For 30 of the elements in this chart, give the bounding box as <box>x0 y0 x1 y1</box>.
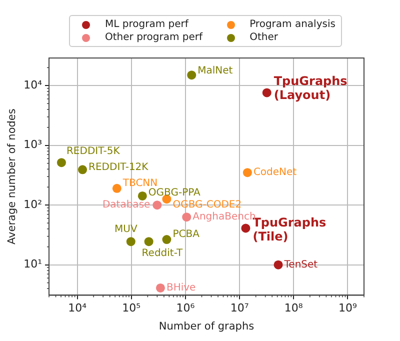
legend-label: Other program perf <box>105 32 203 43</box>
legend-label: Other <box>250 32 278 43</box>
x-axis-title: Number of graphs <box>158 320 254 332</box>
y-tick-label: 10³ <box>24 138 42 152</box>
legend-label: ML program perf <box>105 19 188 30</box>
annotation: OGBG-PPA <box>148 188 200 199</box>
annotation: Database <box>102 200 150 211</box>
x-tick-label: 10⁷ <box>230 302 249 315</box>
annotation: REDDIT-5K <box>66 146 120 158</box>
y-tick-label: 10² <box>24 198 42 211</box>
annotation: MUV <box>114 224 138 236</box>
annotation: Reddit-T <box>142 248 184 260</box>
y-tick-label: 10⁴ <box>24 78 43 92</box>
x-tick-label: 10⁹ <box>338 302 357 315</box>
x-tick-label: 10⁸ <box>284 302 304 315</box>
annotation: TenSet <box>283 259 318 270</box>
annotation: REDDIT-12K <box>88 162 149 174</box>
x-tick-label: 10⁵ <box>122 302 141 315</box>
x-tick-label: 10⁴ <box>68 302 88 315</box>
y-tick-label: 10¹ <box>24 258 42 271</box>
annotation: MalNet <box>198 66 233 77</box>
annotation: OGBG-CODE2 <box>172 200 242 211</box>
annotation: CodeNet <box>253 167 297 178</box>
y-axis-title: Average number of nodes <box>6 108 18 245</box>
annotation: TpuGraphs (Layout) <box>274 74 348 102</box>
legend-label: Program analysis <box>250 19 336 30</box>
annotation: TBCNN <box>122 178 158 190</box>
x-tick-label: 10⁶ <box>176 302 196 315</box>
annotation: PCBA <box>172 229 200 240</box>
annotation: BHive <box>166 282 196 294</box>
